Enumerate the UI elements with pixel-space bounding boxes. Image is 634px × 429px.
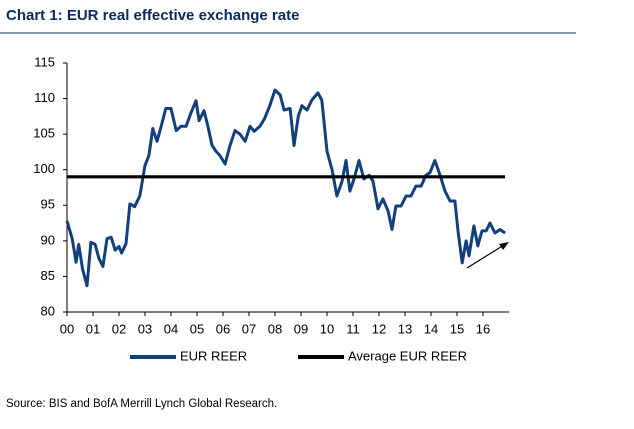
- x-tick-label: 07: [242, 321, 256, 336]
- y-tick-label: 95: [41, 197, 55, 212]
- x-tick-label: 01: [86, 321, 100, 336]
- x-tick-label: 12: [372, 321, 386, 336]
- x-tick-label: 13: [398, 321, 412, 336]
- trend-arrow: [466, 242, 509, 269]
- x-tick-label: 04: [164, 321, 178, 336]
- y-tick-label: 85: [41, 268, 55, 283]
- y-tick-label: 100: [33, 161, 55, 176]
- x-tick-label: 15: [450, 321, 464, 336]
- chart-title: Chart 1: EUR real effective exchange rat…: [6, 7, 299, 24]
- y-tick-label: 110: [34, 90, 55, 105]
- x-tick-label: 02: [112, 321, 126, 336]
- x-tick-label: 10: [320, 321, 334, 336]
- x-tick-label: 06: [216, 321, 230, 336]
- x-tick-label: 09: [294, 321, 308, 336]
- x-tick-label: 03: [138, 321, 152, 336]
- y-tick-label: 105: [33, 126, 55, 141]
- y-tick-label: 90: [41, 232, 55, 247]
- series-line: [65, 88, 506, 288]
- legend-label: Average EUR REER: [348, 348, 467, 363]
- x-tick-label: 00: [60, 321, 74, 336]
- source-note: Source: BIS and BofA Merrill Lynch Globa…: [6, 398, 277, 410]
- x-tick-label: 05: [190, 321, 204, 336]
- y-tick-label: 115: [34, 54, 55, 69]
- x-tick-label: 14: [424, 321, 438, 336]
- x-tick-label: 11: [346, 321, 360, 336]
- x-tick-label: 16: [476, 321, 490, 336]
- legend-label: EUR REER: [180, 348, 247, 363]
- y-tick-label: 80: [41, 303, 55, 318]
- x-tick-label: 08: [268, 321, 282, 336]
